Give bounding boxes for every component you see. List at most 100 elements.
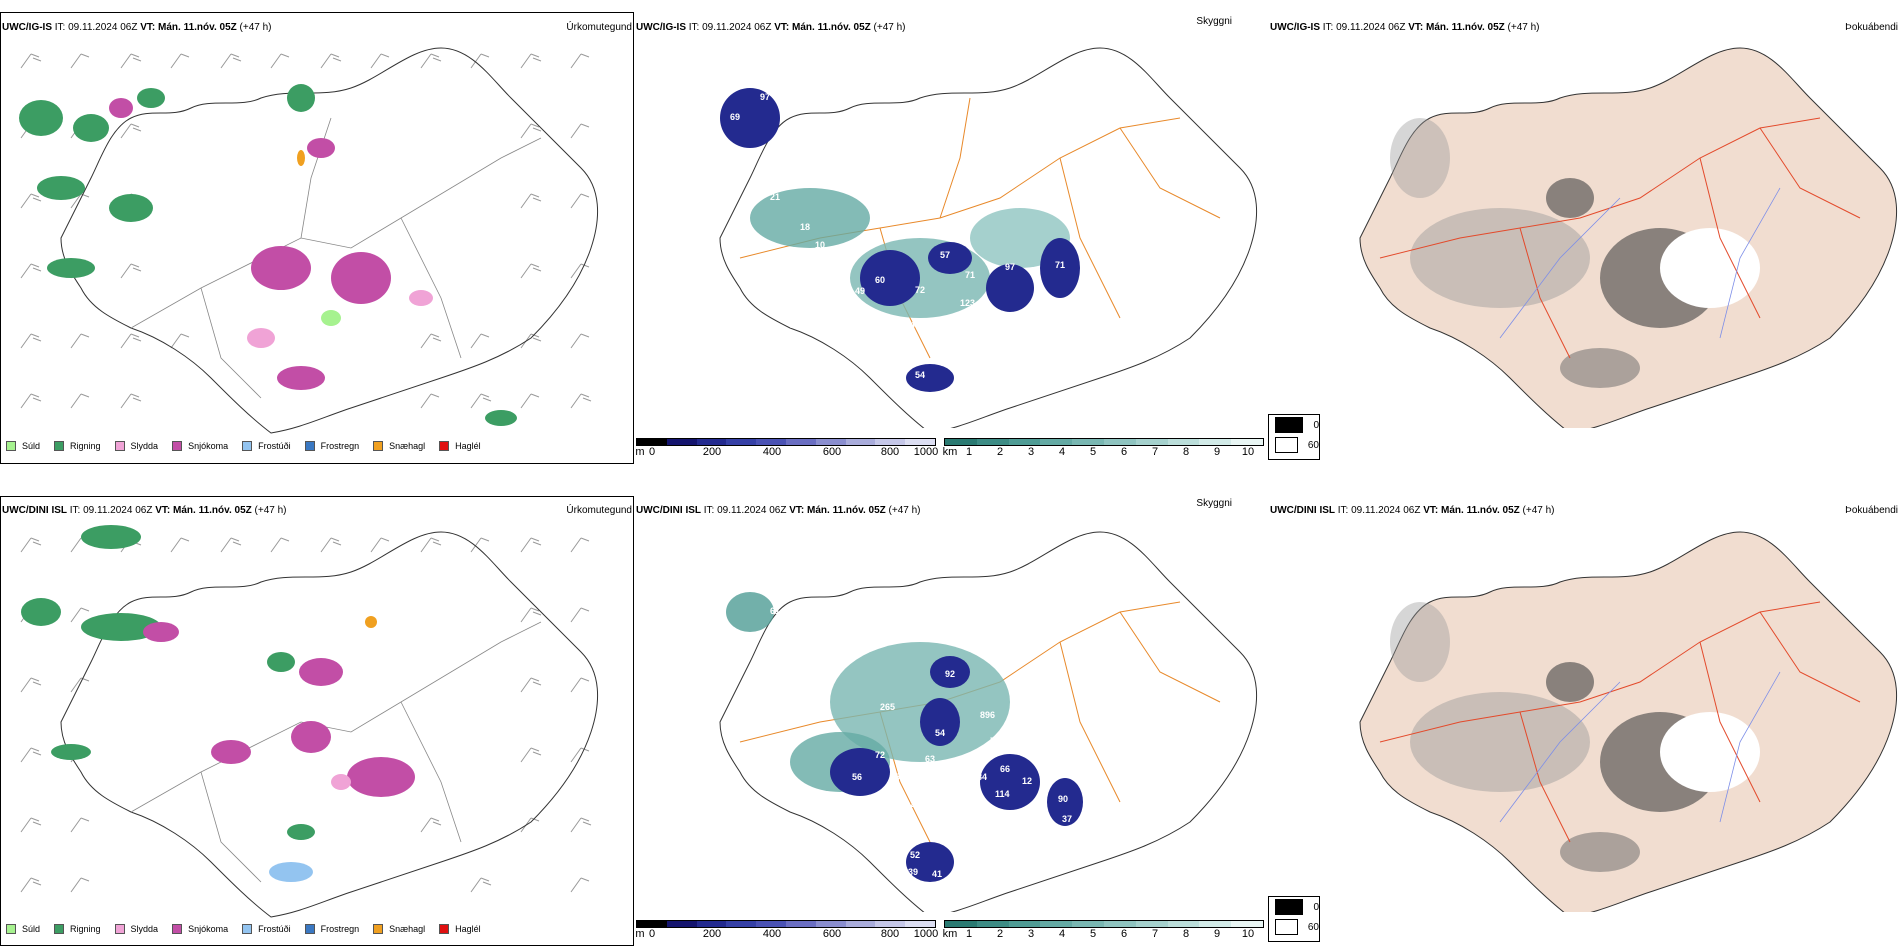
ceiling-colorbar-strip xyxy=(636,438,936,446)
legend-item-sudd: Súld xyxy=(6,441,40,451)
ceiling-label: 56 xyxy=(852,772,862,782)
it-label: IT: xyxy=(1322,22,1334,33)
ceiling-color-4 xyxy=(756,439,786,445)
legend-item-slydda: Slydda xyxy=(114,441,159,451)
vis-color-0 xyxy=(945,921,977,927)
vis-color-1 xyxy=(976,439,1009,445)
fog-swatch xyxy=(1275,919,1298,935)
legend-label: Snjókoma xyxy=(188,441,229,451)
legend-item-haglel: Haglél xyxy=(439,441,481,451)
ceiling-color-5 xyxy=(785,921,816,927)
ceiling-label: 62 xyxy=(940,358,950,368)
ceiling-label: 205 xyxy=(885,325,900,335)
ceiling-color-1 xyxy=(666,921,697,927)
ceiling-label: 114 xyxy=(995,789,1010,799)
it-value: 09.11.2024 06Z xyxy=(1351,505,1421,516)
ceiling-colorbar-top: m 0 200 400 600 800 1000 xyxy=(635,438,938,460)
ceiling-color-2 xyxy=(696,439,727,445)
lead-time: (+47 h) xyxy=(1522,505,1555,516)
ceiling-tick: 200 xyxy=(702,928,722,940)
ceiling-tick: 600 xyxy=(822,446,842,458)
ceiling-labels-top: 97 69 76 21 18 10 78 16 60 57 71 97 49 7… xyxy=(725,92,1090,400)
ceiling-label: 71 xyxy=(1055,260,1065,270)
vis-tick: 2 xyxy=(996,928,1004,940)
vt-value: Mán. 11.nóv. 05Z xyxy=(173,505,252,516)
ceiling-colorbar-strip xyxy=(636,920,936,928)
ceiling-label: 72 xyxy=(915,285,925,295)
ceiling-label: 123 xyxy=(960,298,975,308)
legend-item-frostudi: Frostúði xyxy=(242,441,291,451)
ceiling-color-9 xyxy=(905,439,935,445)
vis-color-8 xyxy=(1199,921,1232,927)
ceiling-label: 52 xyxy=(910,850,920,860)
ceiling-label: 137 xyxy=(770,348,785,358)
ceiling-tick: 200 xyxy=(702,446,722,458)
ceiling-label: 49 xyxy=(855,286,865,296)
legend-label: Frostúði xyxy=(258,441,291,451)
ceiling-label: 63 xyxy=(925,754,935,764)
ceiling-label: 61 xyxy=(770,606,780,616)
ceiling-label: 92 xyxy=(945,669,955,679)
fog-legend-row: 60 xyxy=(1269,435,1319,455)
legend-item-snaehagl: Snæhagl xyxy=(373,924,425,934)
ceiling-color-7 xyxy=(845,921,876,927)
legend-label: Rigning xyxy=(70,924,101,934)
ceiling-tick: 800 xyxy=(880,928,900,940)
vt-label: VT: xyxy=(1423,505,1439,516)
vis-colorbar-strip xyxy=(944,438,1264,446)
legend-swatch xyxy=(6,924,16,934)
ceiling-label: 132 xyxy=(790,320,805,330)
ceiling-tick: 0 xyxy=(648,446,656,458)
visibility-map-bottom xyxy=(719,531,1258,912)
ceiling-color-8 xyxy=(875,439,906,445)
ceiling-label: 98 xyxy=(970,799,980,809)
it-label: IT: xyxy=(703,505,715,516)
ceiling-label: 54 xyxy=(915,370,925,380)
legend-swatch xyxy=(304,441,315,451)
fog-swatch xyxy=(1275,437,1298,453)
ceiling-unit: m xyxy=(635,446,645,458)
fog-legend-row: 60 xyxy=(1269,917,1319,937)
vis-tick: 9 xyxy=(1213,928,1221,940)
legend-label: Slydda xyxy=(130,924,159,934)
ceiling-color-0 xyxy=(637,921,667,927)
ceiling-label: 70 xyxy=(910,348,920,358)
it-value: 09.11.2024 06Z xyxy=(68,22,138,33)
vis-ticks: km 1 2 3 4 5 6 7 8 9 10 xyxy=(943,446,1264,460)
model-name: UWC/DINI ISL xyxy=(636,505,701,516)
vt-value: Mán. 11.nóv. 05Z xyxy=(792,22,871,33)
precip-title-top: UWC/IG-IS IT: 09.11.2024 06Z VT: Mán. 11… xyxy=(2,22,272,33)
legend-item-slydda: Slydda xyxy=(114,924,159,934)
ceiling-label: 265 xyxy=(880,702,895,712)
vis-color-6 xyxy=(1135,439,1168,445)
fog-title-bottom: UWC/DINI ISL IT: 09.11.2024 06Z VT: Mán.… xyxy=(1270,505,1555,516)
legend-swatch xyxy=(439,924,450,934)
model-name: UWC/IG-IS xyxy=(636,22,686,33)
vt-label: VT: xyxy=(140,22,156,33)
vis-ticks: km 1 2 3 4 5 6 7 8 9 10 xyxy=(943,928,1264,942)
legend-item-frostregn: Frostregn xyxy=(304,924,359,934)
precip-areas xyxy=(19,84,517,426)
vis-tick: 4 xyxy=(1058,446,1066,458)
vis-color-5 xyxy=(1103,439,1136,445)
vt-value: Mán. 11.nóv. 05Z xyxy=(1426,22,1505,33)
vis-color-7 xyxy=(1167,921,1200,927)
ceiling-color-1 xyxy=(666,439,697,445)
legend-swatch xyxy=(373,441,384,451)
legend-swatch xyxy=(242,441,253,451)
legend-swatch xyxy=(54,441,65,451)
lead-time: (+47 h) xyxy=(1507,22,1540,33)
ceiling-color-8 xyxy=(875,921,906,927)
iceland-outline xyxy=(60,531,599,918)
ceiling-label: 76 xyxy=(780,142,790,152)
vis-colorbar-strip xyxy=(944,920,1264,928)
ceiling-color-3 xyxy=(726,921,757,927)
fog-shading xyxy=(1390,118,1760,388)
fog-legend-label: 60 xyxy=(1307,439,1319,451)
legend-label: Slydda xyxy=(130,441,159,451)
ceiling-label: 97 xyxy=(760,92,770,102)
vis-tick: 4 xyxy=(1058,928,1066,940)
vis-tick: 1 xyxy=(965,928,973,940)
vis-color-2 xyxy=(1008,921,1041,927)
visibility-areas xyxy=(726,592,1083,882)
